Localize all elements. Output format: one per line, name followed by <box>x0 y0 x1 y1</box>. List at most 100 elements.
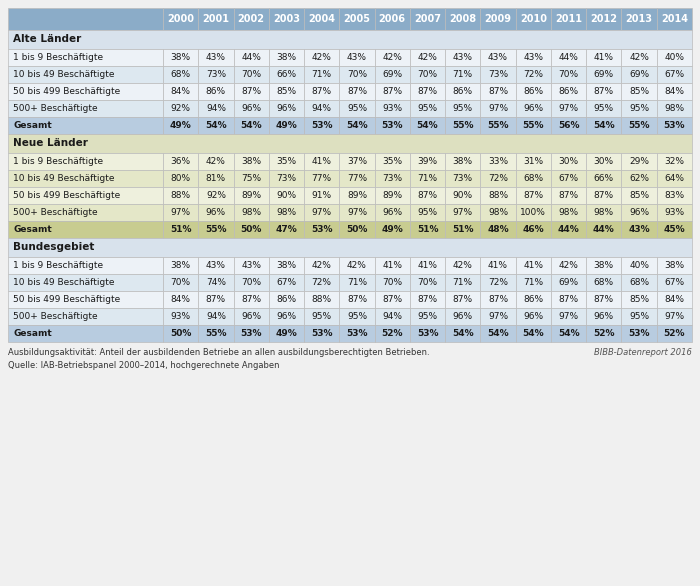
Text: 87%: 87% <box>347 87 367 96</box>
Bar <box>374 100 410 117</box>
Bar <box>480 8 516 30</box>
Text: 54%: 54% <box>452 329 474 338</box>
Bar <box>198 221 234 238</box>
Bar <box>198 274 234 291</box>
Text: 84%: 84% <box>171 87 190 96</box>
Text: 55%: 55% <box>629 121 650 130</box>
Bar <box>586 291 622 308</box>
Bar <box>8 30 692 49</box>
Text: 2000: 2000 <box>167 14 194 24</box>
Text: 42%: 42% <box>312 53 332 62</box>
Bar <box>163 325 198 342</box>
Bar <box>657 291 692 308</box>
Bar <box>551 83 586 100</box>
Bar <box>657 8 692 30</box>
Bar <box>340 291 374 308</box>
Bar <box>516 274 551 291</box>
Bar <box>8 308 163 325</box>
Text: 52%: 52% <box>593 329 615 338</box>
Bar <box>410 204 445 221</box>
Text: 30%: 30% <box>559 157 579 166</box>
Bar <box>304 221 340 238</box>
Text: 35%: 35% <box>276 157 297 166</box>
Text: 74%: 74% <box>206 278 226 287</box>
Bar <box>8 238 692 257</box>
Text: 72%: 72% <box>524 70 543 79</box>
Bar <box>374 153 410 170</box>
Bar <box>269 170 304 187</box>
Text: 70%: 70% <box>171 278 190 287</box>
Text: 95%: 95% <box>347 312 367 321</box>
Text: 50 bis 499 Beschäftigte: 50 bis 499 Beschäftigte <box>13 191 120 200</box>
Text: 68%: 68% <box>523 174 543 183</box>
Bar <box>234 66 269 83</box>
Bar <box>163 187 198 204</box>
Bar <box>622 187 657 204</box>
Bar <box>516 66 551 83</box>
Text: 38%: 38% <box>664 261 685 270</box>
Text: 39%: 39% <box>417 157 438 166</box>
Text: 77%: 77% <box>347 174 367 183</box>
Text: 38%: 38% <box>594 261 614 270</box>
Bar <box>410 100 445 117</box>
Bar <box>198 308 234 325</box>
Text: 41%: 41% <box>382 261 402 270</box>
Text: 2007: 2007 <box>414 14 441 24</box>
Bar <box>622 325 657 342</box>
Text: 95%: 95% <box>453 104 473 113</box>
Text: 53%: 53% <box>629 329 650 338</box>
Text: 45%: 45% <box>664 225 685 234</box>
Bar <box>8 274 163 291</box>
Bar <box>445 325 480 342</box>
Bar <box>163 100 198 117</box>
Bar <box>657 66 692 83</box>
Text: 66%: 66% <box>276 70 297 79</box>
Text: 43%: 43% <box>524 53 543 62</box>
Text: 2010: 2010 <box>520 14 547 24</box>
Bar <box>374 257 410 274</box>
Text: 86%: 86% <box>559 87 579 96</box>
Text: 95%: 95% <box>417 312 438 321</box>
Text: 85%: 85% <box>629 87 649 96</box>
Text: 67%: 67% <box>664 70 685 79</box>
Bar <box>622 153 657 170</box>
Bar <box>269 291 304 308</box>
Text: 70%: 70% <box>347 70 367 79</box>
Bar <box>269 257 304 274</box>
Bar <box>269 83 304 100</box>
Text: 69%: 69% <box>594 70 614 79</box>
Text: 89%: 89% <box>241 191 261 200</box>
Text: 97%: 97% <box>347 208 367 217</box>
Text: 87%: 87% <box>523 191 543 200</box>
Text: 32%: 32% <box>664 157 685 166</box>
Bar <box>551 8 586 30</box>
Bar <box>410 274 445 291</box>
Text: 87%: 87% <box>453 295 473 304</box>
Bar <box>8 49 163 66</box>
Bar <box>8 153 163 170</box>
Bar <box>480 153 516 170</box>
Bar <box>657 187 692 204</box>
Bar <box>551 325 586 342</box>
Bar <box>551 257 586 274</box>
Bar <box>8 325 163 342</box>
Bar <box>269 274 304 291</box>
Bar <box>234 117 269 134</box>
Text: 500+ Beschäftigte: 500+ Beschäftigte <box>13 208 97 217</box>
Text: 69%: 69% <box>559 278 579 287</box>
Bar <box>622 170 657 187</box>
Text: 98%: 98% <box>488 208 508 217</box>
Bar <box>8 221 163 238</box>
Bar <box>8 8 163 30</box>
Bar <box>304 49 340 66</box>
Bar <box>8 100 163 117</box>
Bar <box>198 100 234 117</box>
Text: 94%: 94% <box>206 104 226 113</box>
Text: 1 bis 9 Beschäftigte: 1 bis 9 Beschäftigte <box>13 53 103 62</box>
Text: 97%: 97% <box>559 104 579 113</box>
Text: 2009: 2009 <box>484 14 512 24</box>
Text: 97%: 97% <box>312 208 332 217</box>
Text: 86%: 86% <box>276 295 297 304</box>
Bar <box>480 204 516 221</box>
Text: 500+ Beschäftigte: 500+ Beschäftigte <box>13 104 97 113</box>
